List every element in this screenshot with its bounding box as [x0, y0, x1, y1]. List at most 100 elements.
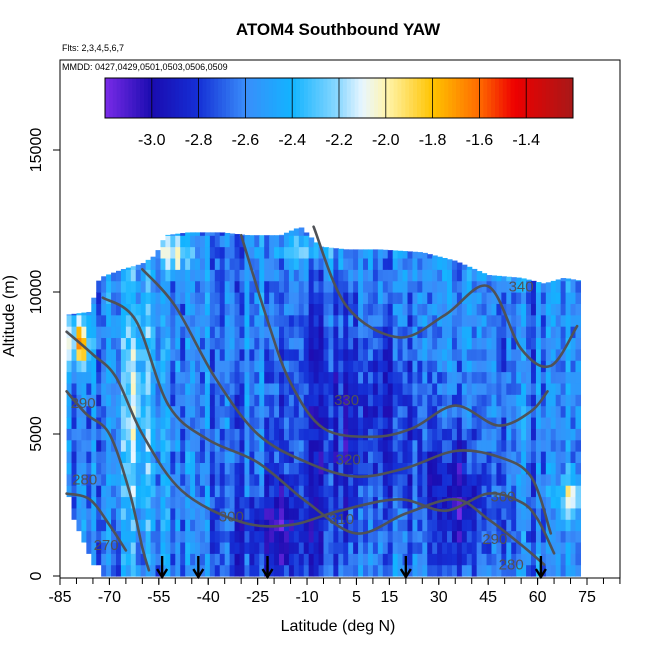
heatmap-cell — [398, 281, 404, 293]
heatmap-cell — [165, 247, 171, 259]
heatmap-cell — [91, 337, 97, 349]
heatmap-cell — [328, 440, 334, 452]
heatmap-cell — [417, 315, 423, 327]
heatmap-cell — [526, 531, 532, 543]
heatmap-cell — [185, 474, 191, 486]
colorbar-swatch — [230, 78, 234, 118]
heatmap-cell — [121, 326, 127, 338]
heatmap-cell — [274, 417, 280, 429]
heatmap-cell — [220, 232, 226, 235]
heatmap-cell — [116, 406, 122, 418]
heatmap-cell — [432, 428, 438, 440]
heatmap-cell — [156, 508, 162, 520]
heatmap-cell — [452, 462, 458, 474]
heatmap-cell — [141, 451, 147, 463]
heatmap-cell — [447, 485, 453, 497]
heatmap-cell — [556, 337, 562, 349]
heatmap-cell — [373, 417, 379, 429]
heatmap-cell — [284, 315, 290, 327]
heatmap-cell — [309, 281, 315, 293]
heatmap-cell — [225, 269, 231, 281]
heatmap-cell — [156, 485, 162, 497]
heatmap-cell — [299, 292, 305, 304]
heatmap-cell — [333, 496, 339, 508]
heatmap-cell — [368, 269, 374, 281]
heatmap-cell — [526, 451, 532, 463]
heatmap-cell — [205, 232, 211, 235]
heatmap-cell — [235, 360, 241, 372]
heatmap-cell — [185, 406, 191, 418]
heatmap-cell — [398, 315, 404, 327]
chart-canvas: ATOM4 Southbound YAW Flts: 2,3,4,5,6,7 M… — [0, 0, 650, 650]
heatmap-cell — [546, 417, 552, 429]
heatmap-cell — [358, 508, 364, 520]
heatmap-cell — [412, 258, 418, 270]
heatmap-cell — [388, 337, 394, 349]
heatmap-cell — [274, 406, 280, 418]
heatmap-cell — [373, 360, 379, 372]
heatmap-layer — [67, 228, 581, 577]
heatmap-cell — [338, 360, 344, 372]
heatmap-cell — [432, 269, 438, 281]
heatmap-cell — [536, 417, 542, 429]
colorbar-swatch — [374, 78, 378, 118]
heatmap-cell — [324, 417, 330, 429]
heatmap-cell — [556, 372, 562, 384]
heatmap-cell — [289, 474, 295, 486]
heatmap-cell — [86, 428, 92, 440]
heatmap-cell — [452, 269, 458, 281]
heatmap-cell — [398, 531, 404, 543]
heatmap-cell — [180, 462, 186, 474]
heatmap-cell — [477, 292, 483, 304]
heatmap-cell — [462, 553, 468, 565]
heatmap-cell — [467, 542, 473, 554]
heatmap-cell — [566, 553, 572, 565]
heatmap-cell — [427, 292, 433, 304]
heatmap-cell — [294, 474, 300, 486]
heatmap-cell — [467, 485, 473, 497]
heatmap-cell — [328, 292, 334, 304]
heatmap-cell — [121, 553, 127, 565]
heatmap-cell — [363, 417, 369, 429]
heatmap-cell — [185, 553, 191, 565]
heatmap-cell — [516, 326, 522, 338]
heatmap-cell — [230, 565, 236, 577]
heatmap-cell — [259, 394, 265, 406]
heatmap-cell — [165, 496, 171, 508]
heatmap-cell — [106, 315, 112, 327]
heatmap-cell — [487, 553, 493, 565]
heatmap-cell — [403, 440, 409, 452]
heatmap-cell — [126, 553, 132, 565]
heatmap-cell — [76, 519, 82, 531]
heatmap-cell — [575, 303, 581, 315]
heatmap-cell — [225, 360, 231, 372]
heatmap-cell — [284, 508, 290, 520]
heatmap-cell — [496, 281, 502, 293]
heatmap-cell — [353, 281, 359, 293]
heatmap-cell — [353, 553, 359, 565]
heatmap-cell — [358, 417, 364, 429]
heatmap-cell — [566, 485, 572, 497]
heatmap-cell — [561, 428, 567, 440]
heatmap-cell — [215, 406, 221, 418]
heatmap-cell — [452, 383, 458, 395]
heatmap-cell — [319, 349, 325, 361]
heatmap-cell — [141, 383, 147, 395]
heatmap-cell — [200, 553, 206, 565]
heatmap-cell — [457, 462, 463, 474]
heatmap-cell — [151, 519, 157, 531]
heatmap-cell — [200, 269, 206, 281]
heatmap-cell — [175, 440, 181, 452]
heatmap-cell — [412, 553, 418, 565]
heatmap-cell — [141, 485, 147, 497]
heatmap-cell — [319, 360, 325, 372]
heatmap-cell — [131, 349, 137, 361]
heatmap-cell — [235, 269, 241, 281]
heatmap-cell — [151, 394, 157, 406]
heatmap-cell — [378, 531, 384, 543]
heatmap-cell — [185, 428, 191, 440]
heatmap-cell — [447, 315, 453, 327]
heatmap-cell — [116, 349, 122, 361]
heatmap-cell — [477, 349, 483, 361]
heatmap-cell — [319, 428, 325, 440]
